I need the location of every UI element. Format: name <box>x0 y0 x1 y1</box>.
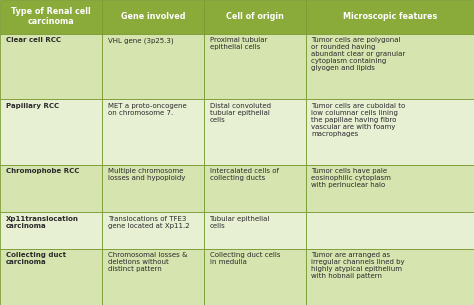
Bar <box>204 99 306 165</box>
Text: Xp11translocation
carcinoma: Xp11translocation carcinoma <box>6 216 79 229</box>
Text: Chromosomal losses &
deletions without
distinct pattern: Chromosomal losses & deletions without d… <box>108 252 187 272</box>
Text: Tumor cells have pale
eosinophilic cytoplasm
with perinuclear halo: Tumor cells have pale eosinophilic cytop… <box>311 168 392 188</box>
Bar <box>102 34 204 99</box>
Bar <box>102 212 204 249</box>
Bar <box>0 34 102 99</box>
Bar <box>306 212 474 249</box>
Text: Distal convoluted
tubular epithelial
cells: Distal convoluted tubular epithelial cel… <box>210 103 271 123</box>
Bar <box>0 249 102 305</box>
Bar <box>0 165 102 212</box>
Bar <box>204 249 306 305</box>
Text: Type of Renal cell
carcinoma: Type of Renal cell carcinoma <box>11 7 91 27</box>
Text: Collecting duct
carcinoma: Collecting duct carcinoma <box>6 252 66 265</box>
Text: Proximal tubular
epithelial cells: Proximal tubular epithelial cells <box>210 37 267 50</box>
Bar <box>0 212 102 249</box>
Bar <box>204 34 306 99</box>
Bar <box>102 165 204 212</box>
Bar <box>204 0 306 34</box>
Text: Collecting duct cells
in medulla: Collecting duct cells in medulla <box>210 252 280 265</box>
Bar <box>306 34 474 99</box>
Bar <box>306 99 474 165</box>
Text: Tumor cells are polygonal
or rounded having
abundant clear or granular
cytoplasm: Tumor cells are polygonal or rounded hav… <box>311 37 406 71</box>
Bar <box>306 249 474 305</box>
Text: Chromophobe RCC: Chromophobe RCC <box>6 168 79 174</box>
Bar <box>306 0 474 34</box>
Text: VHL gene (3p25.3): VHL gene (3p25.3) <box>108 37 173 44</box>
Text: Tumor are arranged as
irregular channels lined by
highly atypical epithelium
wit: Tumor are arranged as irregular channels… <box>311 252 405 279</box>
Text: Microscopic features: Microscopic features <box>343 12 437 21</box>
Bar <box>0 0 102 34</box>
Text: Tumor cells are cuboidal to
low columnar cells lining
the papillae having fibro
: Tumor cells are cuboidal to low columnar… <box>311 103 406 137</box>
Text: Clear cell RCC: Clear cell RCC <box>6 37 61 43</box>
Text: Intercalated cells of
collecting ducts: Intercalated cells of collecting ducts <box>210 168 279 181</box>
Bar <box>102 99 204 165</box>
Text: MET a proto-oncogene
on chromosome 7.: MET a proto-oncogene on chromosome 7. <box>108 103 186 116</box>
Bar <box>102 0 204 34</box>
Text: Papillary RCC: Papillary RCC <box>6 103 59 109</box>
Text: Cell of origin: Cell of origin <box>226 12 284 21</box>
Bar <box>204 212 306 249</box>
Bar <box>306 165 474 212</box>
Text: Gene involved: Gene involved <box>120 12 185 21</box>
Text: Multiple chromosome
losses and hypoploidy: Multiple chromosome losses and hypoploid… <box>108 168 185 181</box>
Text: Translocations of TFE3
gene located at Xp11.2: Translocations of TFE3 gene located at X… <box>108 216 189 229</box>
Bar <box>204 165 306 212</box>
Text: Tubular epithelial
cells: Tubular epithelial cells <box>210 216 270 229</box>
Bar <box>0 99 102 165</box>
Bar <box>102 249 204 305</box>
